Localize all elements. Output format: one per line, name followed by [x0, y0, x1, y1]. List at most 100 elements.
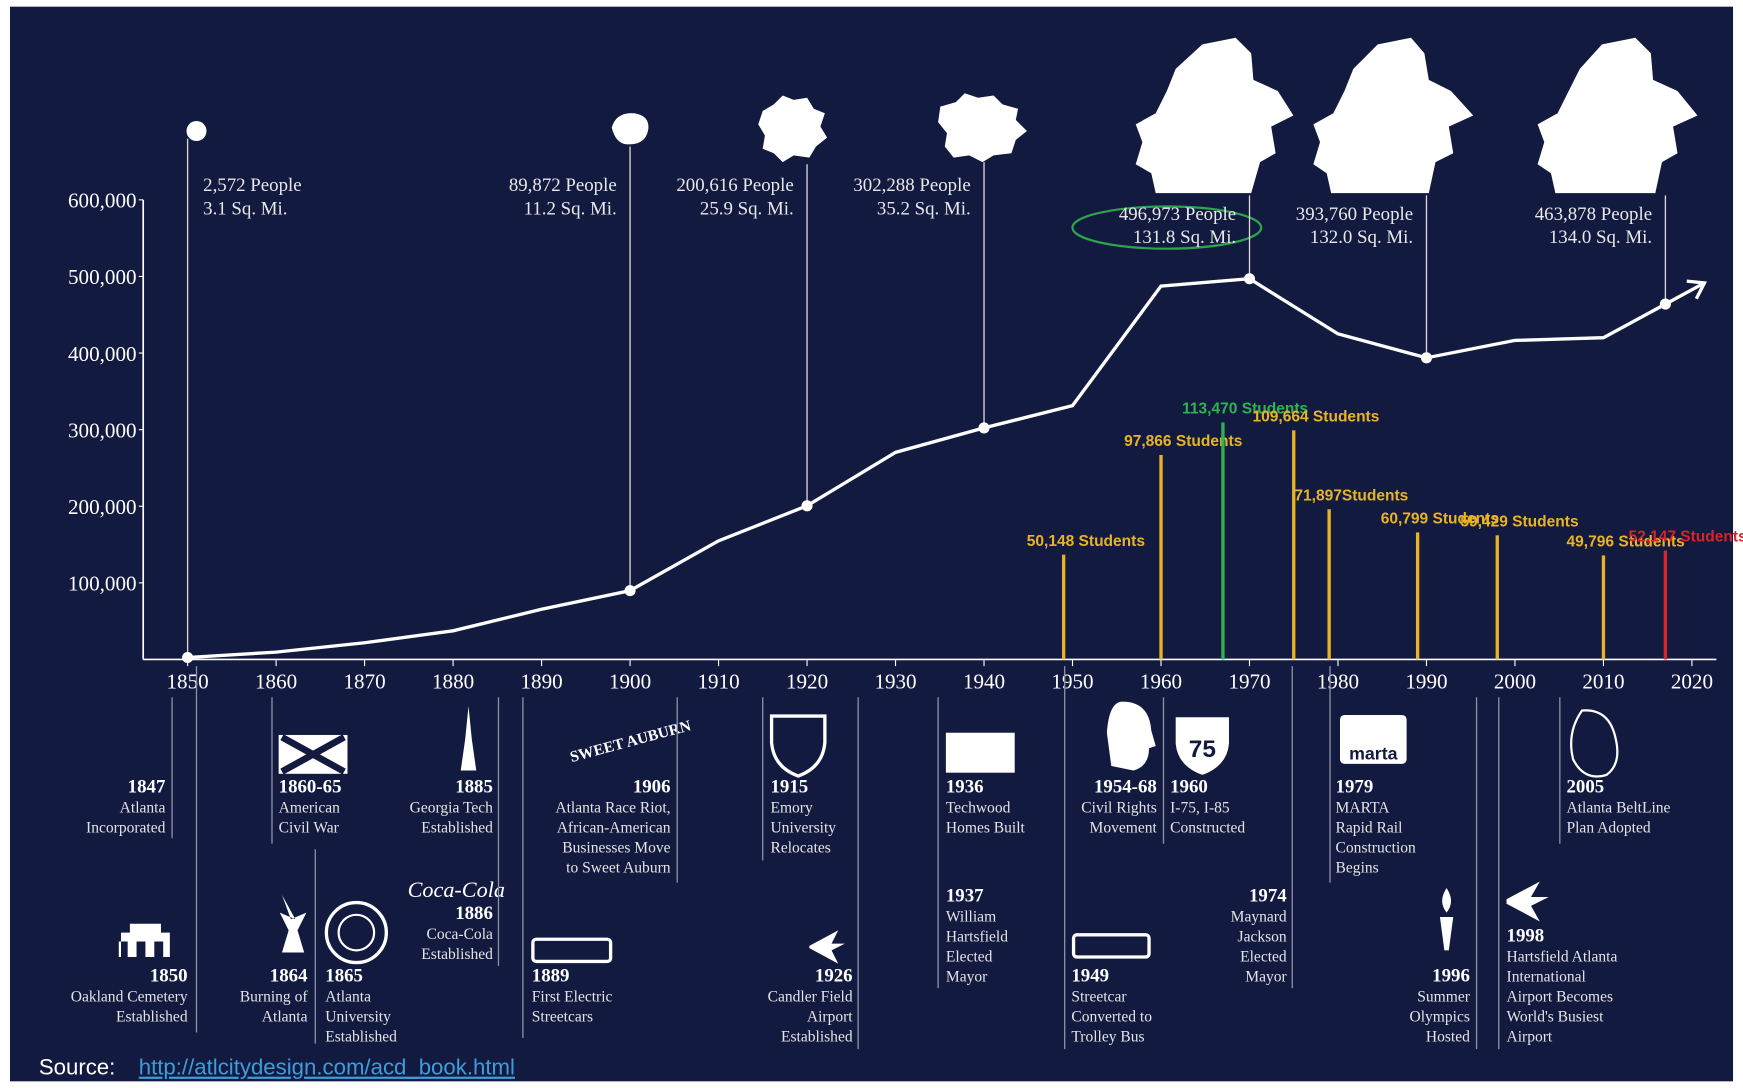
event-year: 1974 [1249, 885, 1287, 906]
student-label: 59,429 Students [1460, 513, 1578, 530]
head-icon [1106, 701, 1156, 771]
x-tick-label: 2010 [1582, 669, 1624, 693]
event-text: Coca-Cola [426, 926, 493, 943]
student-bar [1415, 532, 1420, 660]
x-tick-label: 2020 [1671, 669, 1713, 693]
event-text: University [770, 820, 836, 837]
event-text: Atlanta [325, 988, 371, 1005]
event-text: Summer [1417, 988, 1470, 1005]
highlight-ellipse [1071, 205, 1263, 250]
event-text: to Sweet Auburn [566, 860, 671, 877]
streetcar-icon [531, 937, 613, 964]
source-link[interactable]: http://atlcitydesign.com/acd_book.html [139, 1055, 515, 1080]
x-tick-label: 1930 [874, 669, 916, 693]
y-tick-label: 500,000 [68, 265, 137, 289]
annotation: 3.1 Sq. Mi. [203, 198, 287, 219]
city-icon [1313, 37, 1474, 194]
bus-icon [1071, 933, 1151, 959]
student-label: 50,148 Students [1027, 533, 1145, 550]
event-year: 1915 [770, 777, 808, 798]
event-text: Relocates [770, 840, 830, 857]
event-text: Incorporated [86, 820, 166, 837]
event-year: 1926 [815, 965, 853, 986]
event-text: Jackson [1238, 928, 1287, 945]
icon-text: marta [1349, 743, 1397, 763]
event-text: Mayor [946, 968, 988, 985]
event-text: Atlanta Race Riot, [555, 800, 670, 817]
event-text: Hartsfield Atlanta [1507, 948, 1618, 965]
y-tick-label: 300,000 [68, 418, 137, 442]
student-bar [1159, 454, 1163, 660]
event-text: Rapid Rail [1336, 820, 1403, 837]
event-year: 1996 [1432, 965, 1470, 986]
annotation: 89,872 People [509, 175, 617, 196]
y-tick-label: 100,000 [68, 572, 137, 596]
event-text: Techwood [946, 800, 1011, 817]
annotation: 25.9 Sq. Mi. [700, 198, 794, 219]
seal-icon [324, 900, 389, 965]
student-label: 52,147 Students [1628, 529, 1743, 546]
icon-text: 75 [1189, 736, 1216, 763]
annotation: 302,288 People [853, 175, 970, 196]
event-text: Plan Adopted [1566, 820, 1650, 837]
event-year: 1998 [1507, 925, 1545, 946]
event-text: Civil Rights [1081, 800, 1157, 817]
x-tick-label: 1880 [432, 669, 474, 693]
event-text: Airport [1507, 1028, 1553, 1045]
x-tick-label: 1910 [697, 669, 739, 693]
x-tick-label: 1900 [609, 669, 651, 693]
event-text: University [325, 1008, 391, 1025]
y-tick-label: 200,000 [68, 495, 137, 519]
trend-arrow [1664, 279, 1708, 306]
y-tick-label: 600,000 [68, 189, 137, 213]
point [1243, 273, 1256, 285]
population-line [187, 277, 1667, 660]
source-label: Source: [39, 1055, 115, 1080]
annotation: 2,572 People [203, 175, 301, 196]
gate-icon [118, 923, 170, 957]
city-icon [938, 93, 1027, 163]
annotation: 200,616 People [676, 175, 793, 196]
seal-inner [337, 913, 376, 952]
event-text: Civil War [279, 820, 340, 837]
event-text: Established [325, 1028, 397, 1045]
event-text: Burning of [240, 988, 309, 1005]
student-bar [1292, 430, 1296, 660]
city-icon [1537, 37, 1698, 194]
event-text: Hartsfield [946, 928, 1008, 945]
event-text: Constructed [1170, 820, 1245, 837]
event-text: Atlanta [120, 800, 166, 817]
event-text: Mayor [1245, 968, 1287, 985]
event-year: 1847 [128, 777, 166, 798]
event-text: MARTA [1336, 800, 1391, 817]
event-year: 1850 [150, 965, 188, 986]
event-text: Elected [946, 948, 993, 965]
spire-icon [460, 706, 477, 771]
point [624, 585, 636, 597]
x-tick-label: 1940 [963, 669, 1005, 693]
event-text: Established [116, 1008, 188, 1025]
event-text: Movement [1090, 820, 1158, 837]
student-label: 60,799 Students [1381, 511, 1499, 528]
student-label: 71,897Students [1294, 487, 1408, 504]
x-tick-label: 1850 [167, 669, 209, 693]
x-tick-label: 1970 [1228, 669, 1270, 693]
x-tick-label: 1950 [1051, 669, 1093, 693]
event-year: 1860-65 [279, 777, 342, 798]
event-text: Georgia Tech [410, 800, 494, 817]
event-text: Maynard [1231, 908, 1287, 925]
event-year: 2005 [1566, 777, 1604, 798]
x-tick-label: 1990 [1405, 669, 1447, 693]
event-year: 1949 [1071, 965, 1109, 986]
event-text: Oakland Cemetery [71, 988, 188, 1005]
event-text: Atlanta BeltLine [1566, 800, 1670, 817]
shield-icon [769, 714, 827, 778]
event-text: First Electric [532, 988, 613, 1005]
student-label: 109,664 Students [1252, 408, 1379, 425]
annotation: 11.2 Sq. Mi. [524, 198, 617, 219]
building-icon [945, 732, 1015, 773]
student-label: 97,866 Students [1124, 433, 1242, 450]
student-bar [1663, 550, 1668, 660]
